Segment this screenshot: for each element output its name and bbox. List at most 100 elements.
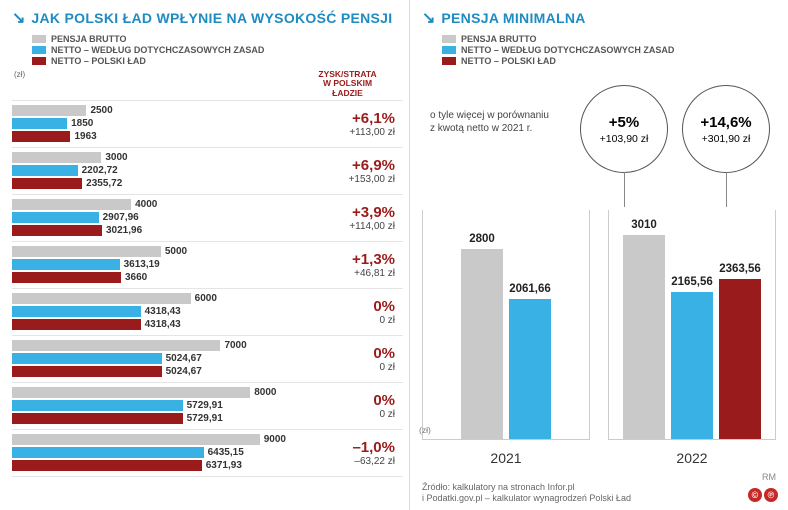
- year-bar-brutto: [461, 249, 503, 439]
- bar-netto-new: [12, 178, 82, 189]
- bar-netto-new: [12, 413, 183, 424]
- year-bar-wrap: 3010: [623, 235, 665, 439]
- left-title: JAK POLSKI ŁAD WPŁYNIE NA WYSOKOŚĆ PENSJ…: [31, 10, 392, 26]
- copyright-icon: ©: [748, 488, 762, 502]
- bubble-pct: +14,6%: [700, 114, 751, 131]
- year-group: 30102165,562363,56: [608, 210, 776, 440]
- bar-netto-old: [12, 259, 120, 270]
- bar-label-netto-new: 6371,93: [206, 460, 242, 471]
- bar-netto-old: [12, 306, 141, 317]
- bar-brutto: [12, 434, 260, 445]
- bar-label-netto-new: 3660: [125, 272, 147, 283]
- salary-row: 5000 3613,19 3660 +1,3%+46,81 zł: [12, 242, 403, 289]
- amt-change: +46,81 zł: [292, 268, 395, 279]
- swatch-brutto: [442, 35, 456, 43]
- legend-netto-old: NETTO – WEDŁUG DOTYCHCZASOWYCH ZASAD: [51, 45, 264, 55]
- amt-change: +113,00 zł: [292, 127, 395, 138]
- left-legend: PENSJA BRUTTO NETTO – WEDŁUG DOTYCHCZASO…: [32, 34, 403, 66]
- zysk-l3: ŁADZIE: [332, 88, 363, 98]
- bar-brutto: [12, 387, 250, 398]
- bar-netto-old: [12, 400, 183, 411]
- pct-change: –1,0%: [292, 439, 395, 456]
- swatch-brutto: [32, 35, 46, 43]
- bar-netto-new: [12, 366, 162, 377]
- bar-label-netto-old: 1850: [71, 118, 93, 129]
- bar-label-netto-old: 2202,72: [82, 165, 118, 176]
- year-label: 2022: [608, 450, 776, 466]
- year-charts: (zł)28002061,6630102165,562363,56: [422, 180, 776, 440]
- amt-change: 0 zł: [292, 315, 395, 326]
- swatch-netto-new: [32, 57, 46, 65]
- bar-label-brutto: 5000: [165, 246, 187, 257]
- legend-netto-old: NETTO – WEDŁUG DOTYCHCZASOWYCH ZASAD: [461, 45, 674, 55]
- bar-netto-new: [12, 131, 70, 142]
- salary-row: 80005729,915729,910%0 zł: [12, 383, 403, 430]
- bar-brutto: [12, 293, 191, 304]
- bubble-5pct: +5% +103,90 zł: [580, 85, 668, 173]
- pct-change: +3,9%: [292, 204, 395, 221]
- legend-brutto: PENSJA BRUTTO: [461, 34, 537, 44]
- bar-netto-new: [12, 460, 202, 471]
- year-bar-wrap: 2061,66: [509, 299, 551, 439]
- source-l2: i Podatki.gov.pl – kalkulator wynagrodze…: [422, 493, 631, 503]
- bar-label-netto-old: 6435,15: [208, 447, 244, 458]
- bar-brutto: [12, 340, 220, 351]
- bar-brutto: [12, 105, 86, 116]
- phono-icon: ℗: [764, 488, 778, 502]
- bar-label-brutto: 6000: [195, 293, 217, 304]
- amt-change: 0 zł: [292, 409, 395, 420]
- year-bar-netto_old: [671, 292, 713, 439]
- bar-brutto: [12, 199, 131, 210]
- year-bar-label: 2363,56: [719, 263, 761, 275]
- bubble-pct: +5%: [609, 114, 639, 131]
- year-group: (zł)28002061,66: [422, 210, 590, 440]
- year-bar-netto_old: [509, 299, 551, 439]
- swatch-netto-new: [442, 57, 456, 65]
- bubble-amt: +103,90 zł: [600, 133, 649, 145]
- pct-change: 0%: [292, 392, 395, 409]
- axis-label: (zł): [12, 70, 292, 98]
- year-bar-brutto: [623, 235, 665, 439]
- salary-row: 30002202,722355,72+6,9%+153,00 zł: [12, 148, 403, 195]
- pct-change: 0%: [292, 298, 395, 315]
- bar-label-netto-new: 1963: [74, 131, 96, 142]
- amt-change: 0 zł: [292, 362, 395, 373]
- bar-netto-new: [12, 272, 121, 283]
- bar-netto-old: [12, 165, 78, 176]
- bar-label-brutto: 9000: [264, 434, 286, 445]
- bar-netto-old: [12, 212, 99, 223]
- salary-row: 40002907,963021,96+3,9%+114,00 zł: [12, 195, 403, 242]
- zysk-header: ZYSK/STRATA W POLSKIM ŁADZIE: [292, 70, 403, 98]
- amt-change: +114,00 zł: [292, 221, 395, 232]
- year-bar-wrap: 2165,56: [671, 292, 713, 439]
- legend-netto-new: NETTO – POLSKI ŁAD: [461, 56, 556, 66]
- bar-netto-old: [12, 118, 67, 129]
- bar-netto-old: [12, 447, 204, 458]
- bar-label-netto-old: 3613,19: [124, 259, 160, 270]
- year-names: 2021 2022: [422, 450, 776, 466]
- bar-label-netto-old: 5729,91: [187, 400, 223, 411]
- salary-impact-panel: ↘ JAK POLSKI ŁAD WPŁYNIE NA WYSOKOŚĆ PEN…: [0, 0, 410, 510]
- bar-label-netto-old: 4318,43: [145, 306, 181, 317]
- salary-rows: 250018501963+6,1%+113,00 zł30002202,7223…: [12, 100, 403, 477]
- bubble-14pct: +14,6% +301,90 zł: [682, 85, 770, 173]
- bar-netto-new: [12, 225, 102, 236]
- bubbles: +5% +103,90 zł +14,6% +301,90 zł: [580, 85, 770, 173]
- amt-change: –63,22 zł: [292, 456, 395, 467]
- year-bar-label: 2165,56: [671, 276, 713, 288]
- bar-brutto: [12, 246, 161, 257]
- year-label: 2021: [422, 450, 590, 466]
- year-bar-wrap: 2800: [461, 249, 503, 439]
- bar-label-brutto: 3000: [105, 152, 127, 163]
- salary-row: 70005024,675024,670%0 zł: [12, 336, 403, 383]
- right-legend: PENSJA BRUTTO NETTO – WEDŁUG DOTYCHCZASO…: [442, 34, 778, 66]
- copyright-badges: © ℗: [748, 488, 778, 502]
- bar-label-netto-new: 3021,96: [106, 225, 142, 236]
- arrow-down-right-icon: ↘: [12, 8, 25, 28]
- bar-netto-old: [12, 353, 162, 364]
- bar-label-brutto: 4000: [135, 199, 157, 210]
- bar-label-netto-old: 5024,67: [166, 353, 202, 364]
- source-l1: Źródło: kalkulatory na stronach Infor.pl: [422, 482, 575, 492]
- year-bar-label: 3010: [631, 219, 657, 231]
- pct-change: +1,3%: [292, 251, 395, 268]
